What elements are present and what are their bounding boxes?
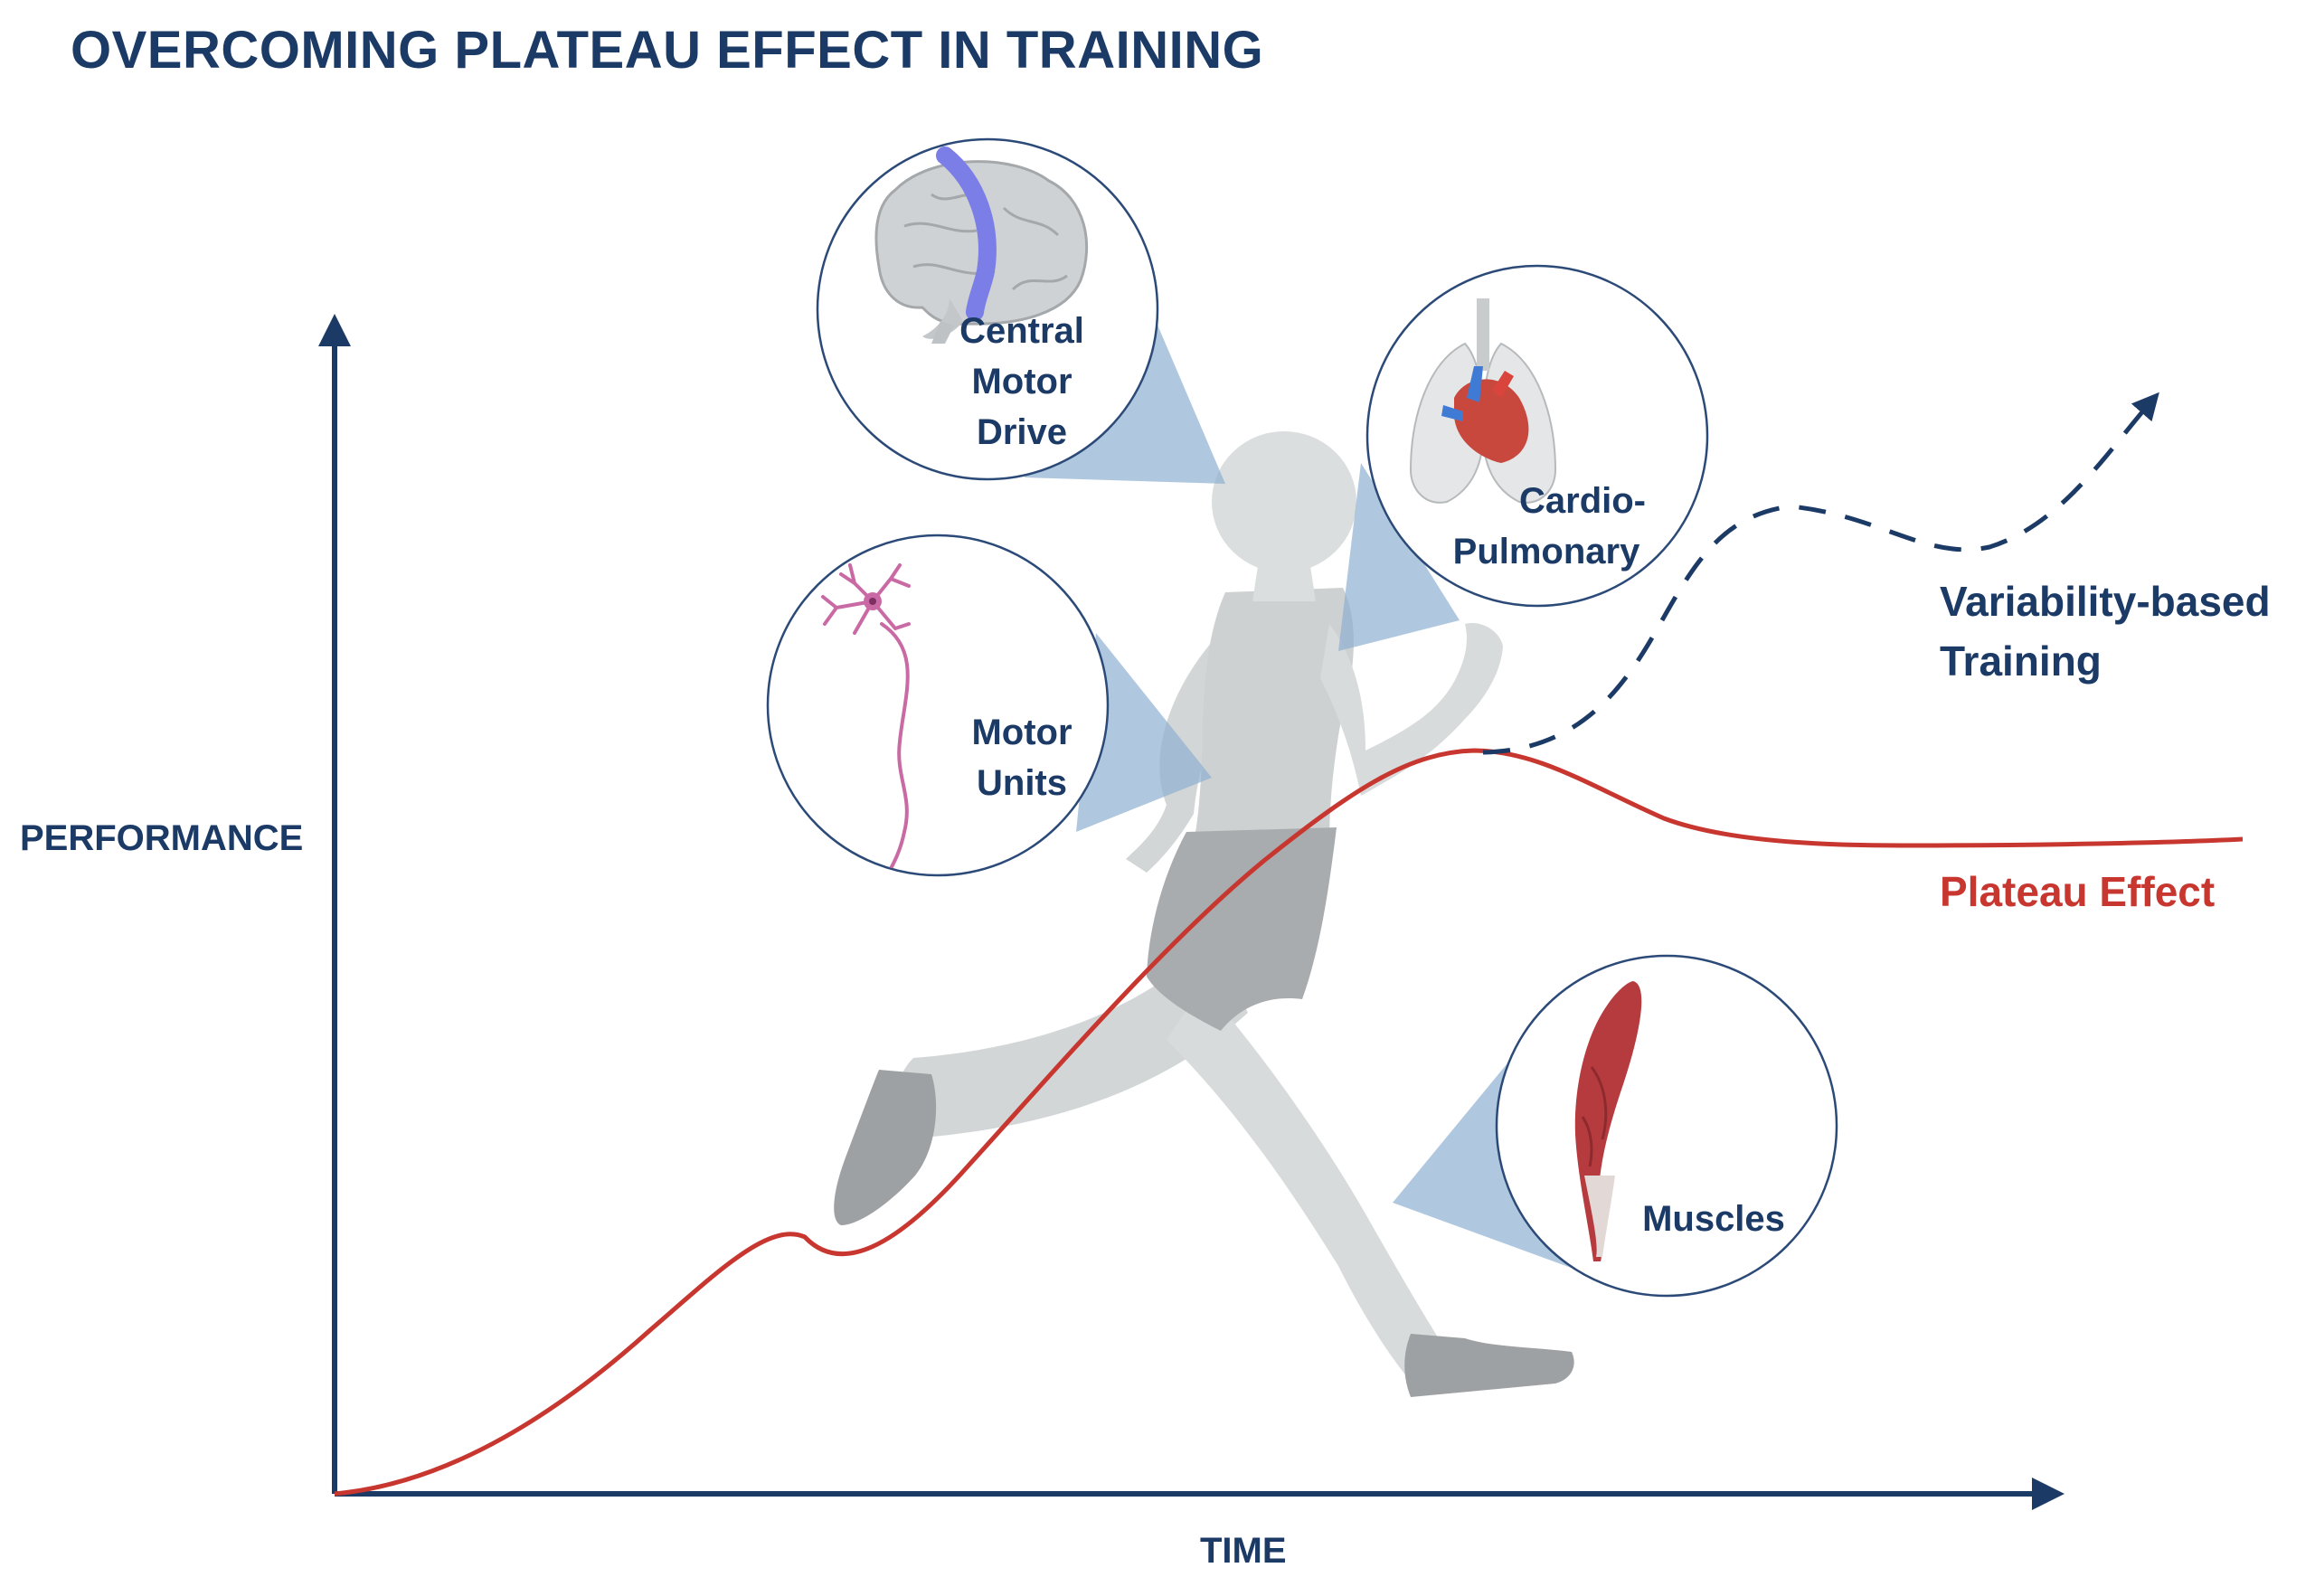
variability-label-line-1: Variability-based [1940, 578, 2271, 625]
muscle-icon [1574, 981, 1642, 1261]
brain-inset [816, 137, 1159, 481]
front-shoe [1404, 1334, 1574, 1397]
brain-label-line-1: Central [959, 311, 1084, 351]
variability-curve [1482, 392, 2159, 755]
muscle-label: Muscles [1623, 1194, 1804, 1244]
plateau-label: Plateau Effect [1940, 868, 2216, 915]
neuron-label: Motor Units [931, 707, 1112, 808]
brain-label: Central Motor Drive [931, 306, 1112, 458]
heart-lungs-icon [1409, 298, 1557, 504]
variability-label-line-2: Training [1940, 637, 2102, 685]
y-axis-label: PERFORMANCE [20, 818, 304, 858]
lungs-inset [1365, 264, 1709, 608]
lungs-cone [1338, 463, 1460, 651]
neuron-icon [821, 563, 911, 874]
lungs-label: Cardio- Pulmonary [1424, 476, 1668, 577]
neuron-cone [1076, 633, 1212, 832]
shorts [1147, 827, 1337, 1031]
variability-label: Variability-based Training [1940, 571, 2271, 691]
x-axis-label: TIME [1200, 1531, 1287, 1571]
lungs-label-line-2: Pulmonary [1452, 532, 1640, 571]
muscle-label-line-1: Muscles [1642, 1199, 1785, 1239]
neuron-inset [766, 534, 1110, 877]
lungs-label-line-1: Cardio- [1519, 481, 1646, 521]
plateau-curve [334, 748, 2244, 1497]
brain-label-line-2: Motor [971, 362, 1072, 401]
brain-label-line-3: Drive [976, 412, 1068, 452]
runner-silhouette [834, 431, 1574, 1397]
diagram-title: OVERCOMING PLATEAU EFFECT IN TRAINING [71, 21, 1264, 80]
brain-icon [874, 146, 1088, 344]
neuron-label-line-2: Units [977, 763, 1067, 803]
neuron-label-line-1: Motor [971, 713, 1072, 752]
back-shoe [834, 1070, 937, 1225]
muscle-inset [1495, 954, 1838, 1298]
